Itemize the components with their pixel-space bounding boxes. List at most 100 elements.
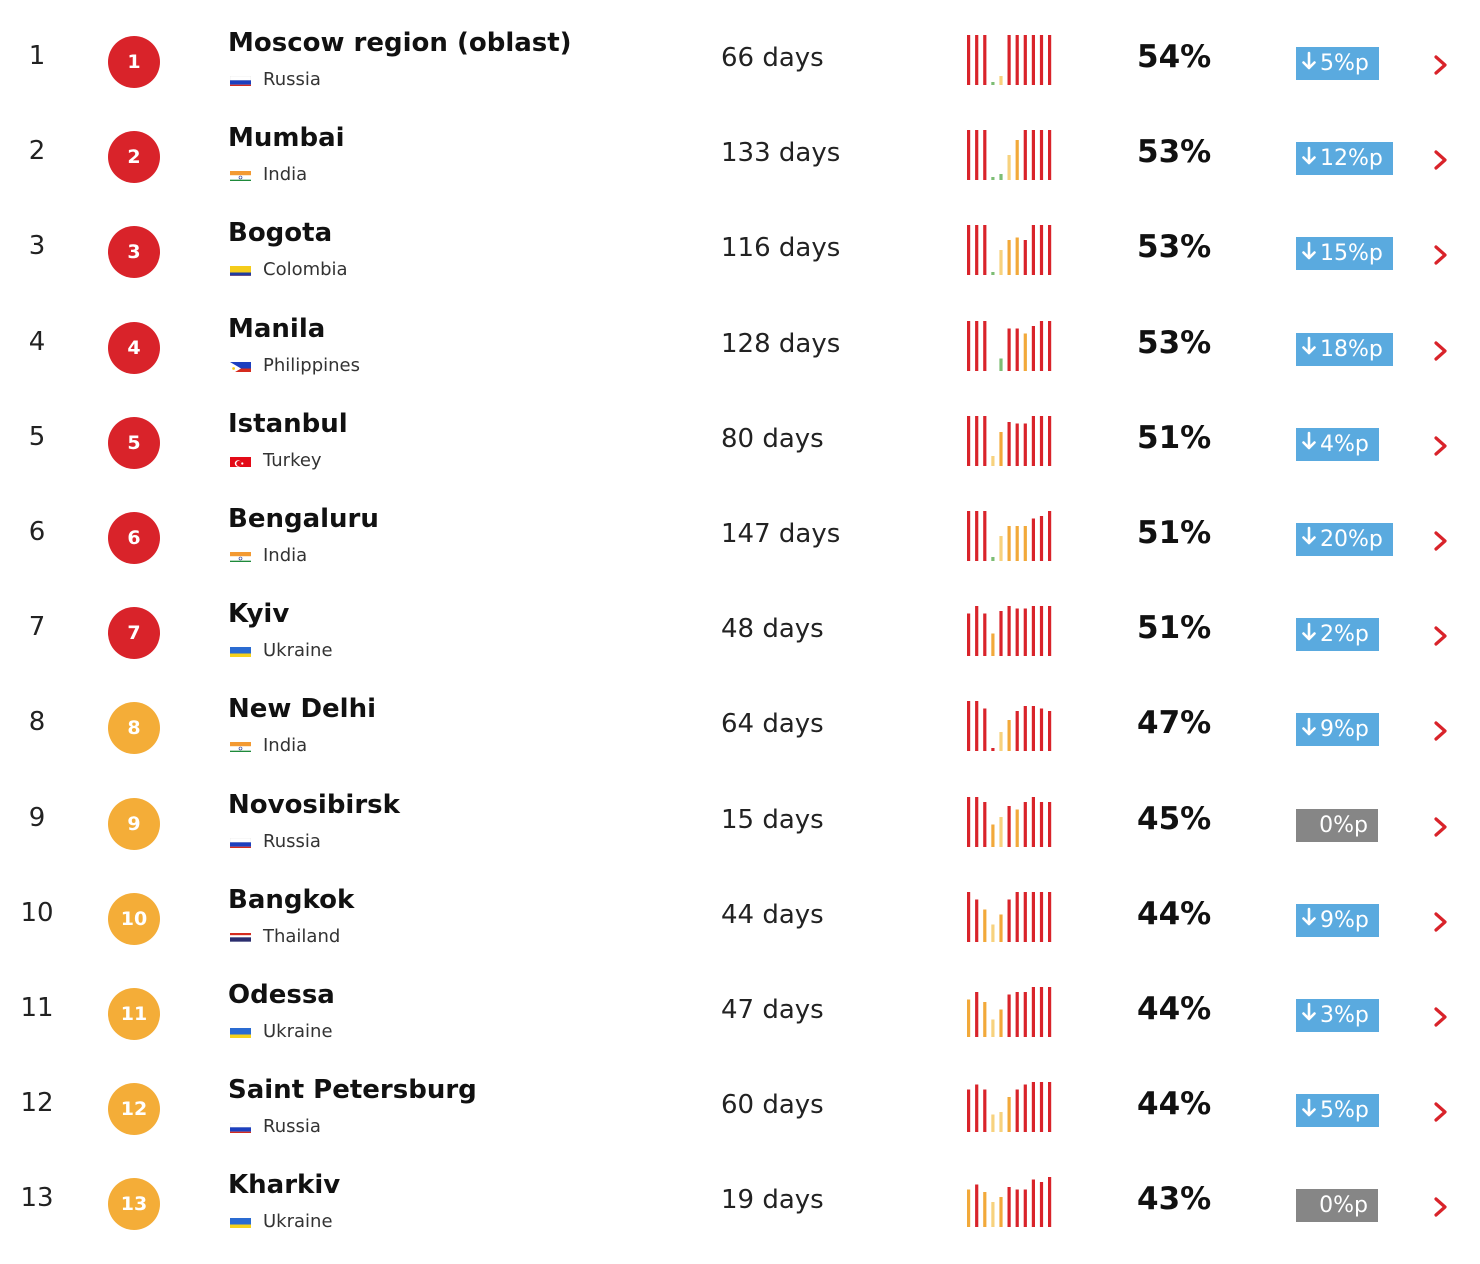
history-bar: [999, 914, 1003, 942]
country: Russia: [230, 1116, 321, 1137]
days-count: 60 days: [721, 1090, 824, 1121]
change-value: 0%p: [1319, 812, 1368, 838]
table-row[interactable]: 10 10 Bangkok Thailand 44 days 44% 9%p: [0, 870, 1480, 965]
history-bar: [1031, 225, 1035, 276]
rank-badge: 10: [108, 892, 160, 945]
history-bar: [967, 891, 971, 942]
history-bar: [999, 174, 1003, 181]
country: India: [230, 735, 307, 756]
country-name: Thailand: [263, 925, 341, 947]
history-sparkline: [967, 225, 1052, 276]
table-row[interactable]: 7 7 Kyiv Ukraine 48 days 51% 2%p: [0, 584, 1480, 679]
city-name: Bogota: [228, 218, 333, 249]
country-name: India: [263, 544, 308, 566]
country: Thailand: [230, 926, 340, 947]
history-bar: [1015, 608, 1019, 657]
history-bar: [975, 796, 979, 847]
chevron-right-icon[interactable]: [1432, 338, 1450, 364]
chevron-right-icon[interactable]: [1432, 1099, 1450, 1125]
history-bar: [999, 816, 1003, 847]
history-bar: [991, 1019, 995, 1037]
ukraine-flag-icon: [230, 644, 251, 658]
chevron-right-icon[interactable]: [1432, 1194, 1450, 1220]
table-row[interactable]: 3 3 Bogota Colombia 116 days 53% 15%p: [0, 203, 1480, 298]
history-bar: [1023, 801, 1027, 847]
history-bar: [1039, 1082, 1044, 1133]
table-row[interactable]: 12 12 Saint Petersburg Russia 60 days 44% 5%p: [0, 1060, 1480, 1155]
city-name: Novosibirsk: [228, 789, 400, 820]
india-flag-icon: [230, 168, 251, 182]
change-badge: 5%p: [1296, 1094, 1379, 1128]
arrow-down-icon: [1302, 717, 1316, 743]
days-count: 147 days: [721, 518, 841, 549]
change-value: 20%p: [1320, 526, 1383, 552]
ranking-list: 1 1 Moscow region (oblast) Russia 66 days 54%…: [0, 13, 1480, 1250]
country: Ukraine: [230, 640, 333, 661]
city-name: Manila: [228, 313, 326, 344]
chevron-right-icon[interactable]: [1432, 909, 1450, 935]
history-bar: [1007, 525, 1011, 561]
history-bar: [967, 701, 971, 752]
change-value: 18%p: [1320, 336, 1383, 362]
history-bar: [967, 130, 971, 181]
history-bar: [999, 76, 1003, 85]
country: India: [230, 545, 307, 566]
history-bar: [991, 82, 995, 85]
change-badge: 20%p: [1296, 522, 1393, 556]
history-bar: [991, 824, 995, 847]
history-bar: [1039, 801, 1044, 847]
history-bar: [975, 510, 979, 561]
chevron-right-icon[interactable]: [1432, 52, 1450, 78]
history-bar: [1023, 608, 1027, 657]
history-bar: [1048, 1177, 1052, 1228]
history-bar: [1048, 891, 1052, 942]
table-row[interactable]: 9 9 Novosibirsk Russia 15 days 45% 0%p: [0, 775, 1480, 870]
chevron-right-icon[interactable]: [1432, 623, 1450, 649]
history-bar: [983, 415, 987, 466]
rank-badge: 11: [108, 987, 160, 1040]
table-row[interactable]: 13 13 Kharkiv Ukraine 19 days 43% 0%p: [0, 1155, 1480, 1250]
country-name: India: [263, 735, 308, 757]
history-bar: [967, 510, 971, 561]
history-bar: [1039, 35, 1044, 85]
history-bar: [983, 1001, 987, 1037]
history-bar: [975, 701, 979, 752]
history-bar: [1023, 240, 1027, 276]
table-row[interactable]: 1 1 Moscow region (oblast) Russia 66 days 54%…: [0, 13, 1480, 108]
history-bar: [983, 320, 987, 371]
country-name: Russia: [263, 69, 321, 90]
chevron-right-icon[interactable]: [1432, 242, 1450, 268]
chevron-right-icon[interactable]: [1432, 718, 1450, 744]
history-bar: [1048, 130, 1052, 181]
chevron-right-icon[interactable]: [1432, 147, 1450, 173]
rank-number: 10: [20, 897, 54, 928]
table-row[interactable]: 2 2 Mumbai India 133 days 53% 12%p: [0, 108, 1480, 203]
chevron-right-icon[interactable]: [1432, 1004, 1450, 1030]
change-value: 15%p: [1320, 241, 1383, 267]
history-bar: [975, 1184, 979, 1228]
rank-number: 11: [20, 992, 54, 1023]
change-value: 3%p: [1320, 1002, 1369, 1028]
rank-number: 9: [28, 802, 46, 833]
country: Russia: [230, 831, 321, 852]
chevron-right-icon[interactable]: [1432, 814, 1450, 840]
history-bar: [1015, 140, 1019, 181]
history-bar: [1015, 328, 1019, 371]
history-bar: [1039, 225, 1044, 276]
table-row[interactable]: 11 11 Odessa Ukraine 47 days 44% 3%p: [0, 965, 1480, 1060]
chevron-right-icon[interactable]: [1432, 528, 1450, 554]
table-row[interactable]: 5 5 Istanbul Turkey 80 days 51% 4%p: [0, 394, 1480, 489]
table-row[interactable]: 4 4 Manila Philippines 128 days 53% 18%p: [0, 299, 1480, 394]
table-row[interactable]: 6 6 Bengaluru India 147 days 51% 20%p: [0, 489, 1480, 584]
history-bar: [991, 455, 995, 466]
change-badge: 12%p: [1296, 142, 1393, 176]
india-flag-icon: [230, 739, 251, 753]
history-bar: [983, 225, 987, 276]
percentage: 53%: [1137, 229, 1212, 266]
history-bar: [1007, 606, 1011, 657]
table-row[interactable]: 8 8 New Delhi India 64 days 47% 9%p: [0, 679, 1480, 774]
history-sparkline: [967, 510, 1052, 561]
chevron-right-icon[interactable]: [1432, 433, 1450, 459]
history-bar: [975, 991, 979, 1037]
change-badge: 0%p: [1296, 1189, 1378, 1223]
